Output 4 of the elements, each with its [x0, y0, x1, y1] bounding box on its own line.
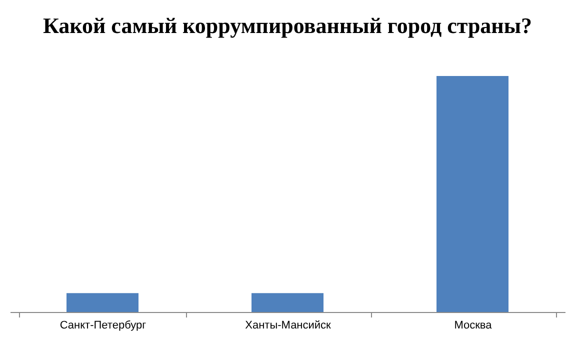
x-tick-label: Москва: [454, 320, 493, 332]
x-tick-label: Санкт-Петербург: [60, 320, 146, 332]
x-tick-label: Ханты-Мансийск: [245, 320, 332, 332]
chart-title: Какой самый коррумпированный город страны?: [42, 13, 532, 38]
